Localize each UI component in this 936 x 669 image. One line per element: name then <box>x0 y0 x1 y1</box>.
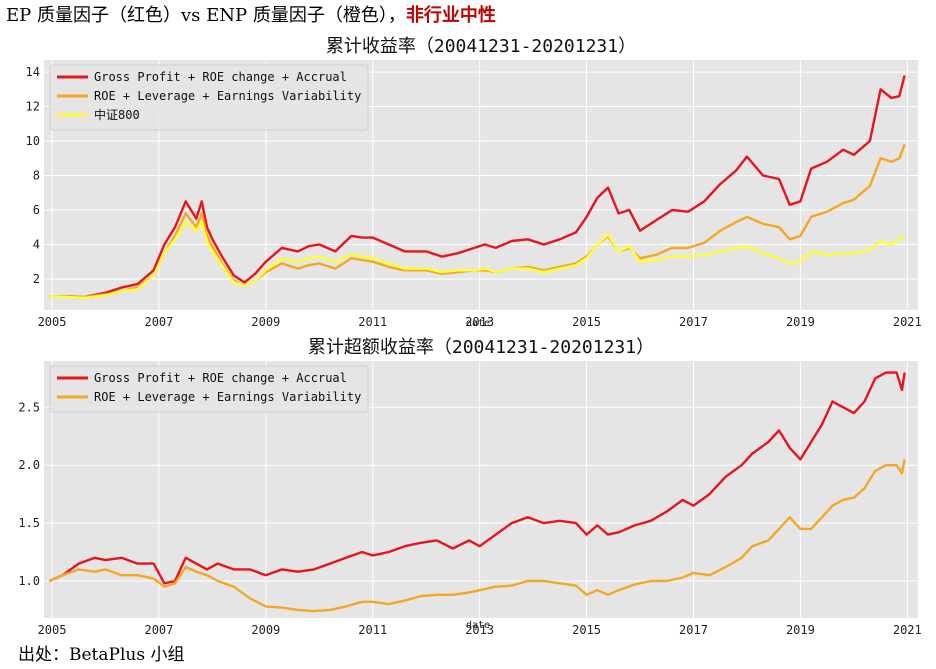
legend-label: ROE + Leverage + Earnings Variability <box>94 390 361 404</box>
y-tick-label: 2 <box>33 272 40 286</box>
x-axis-label: date <box>466 620 490 631</box>
x-tick-label: 2011 <box>358 623 387 637</box>
x-tick-label: 2009 <box>251 623 280 637</box>
legend-label: Gross Profit + ROE change + Accrual <box>94 371 347 385</box>
y-tick-label: 2.5 <box>18 400 40 414</box>
y-tick-label: 1.5 <box>18 516 40 530</box>
x-tick-label: 2017 <box>679 315 708 329</box>
x-tick-label: 2015 <box>572 623 601 637</box>
series-line-1 <box>49 75 906 299</box>
y-tick-label: 6 <box>33 203 40 217</box>
x-tick-label: 2013 <box>465 315 494 329</box>
x-tick-label: 2019 <box>786 623 815 637</box>
chart-1: 2005 2007 2009 2011 2013 2015 2017 2019 2021 2 4 6 8… <box>26 36 922 329</box>
y-tick-label: 10 <box>26 134 40 148</box>
legend-box <box>49 365 369 413</box>
x-tick-label: 2013 <box>465 623 494 637</box>
y-tick-label: 1.0 <box>18 574 40 588</box>
x-tick-label: 2007 <box>144 623 173 637</box>
chart-title: 累计收益率（20041231-20201231） <box>326 36 636 57</box>
chart-2: 2005 2007 2009 2011 2013 2015 2017 2019 2021 1.0 1… <box>18 337 921 637</box>
y-tick-label: 8 <box>33 169 40 183</box>
y-tick-label: 12 <box>26 100 40 114</box>
legend-label: Gross Profit + ROE change + Accrual <box>94 70 347 84</box>
series-line-1 <box>48 371 906 585</box>
x-axis-label: date <box>466 318 490 329</box>
x-tick-label: 2021 <box>893 623 922 637</box>
y-tick-label: 4 <box>33 237 40 251</box>
figure-caption: EP 质量因子（红色）vs ENP 质量因子（橙色），非行业中性 <box>6 2 496 30</box>
x-tick-label: 2019 <box>786 315 815 329</box>
chart-title: 累计超额收益率（20041231-20201231） <box>308 337 654 358</box>
series-line-3 <box>49 220 906 300</box>
x-tick-label: 2011 <box>358 315 387 329</box>
legend-label: 中证800 <box>94 107 140 122</box>
x-tick-label: 2005 <box>38 623 67 637</box>
legend-box <box>49 64 369 131</box>
caption-prefix: EP 质量因子（红色）vs ENP 质量因子（橙色）， <box>6 5 406 26</box>
legend-label: ROE + Leverage + Earnings Variability <box>94 89 361 103</box>
x-tick-label: 2015 <box>572 315 601 329</box>
y-tick-label: 14 <box>26 65 40 79</box>
source-note: 出处：BetaPlus 小组 <box>18 645 185 665</box>
caption-highlight: 非行业中性 <box>405 5 496 26</box>
y-tick-label: 2.0 <box>18 458 40 472</box>
x-tick-label: 2009 <box>251 315 280 329</box>
series-line-2 <box>48 459 906 613</box>
x-tick-label: 2007 <box>144 315 173 329</box>
x-tick-label: 2005 <box>38 315 67 329</box>
x-tick-label: 2017 <box>679 623 708 637</box>
x-tick-label: 2021 <box>893 315 922 329</box>
